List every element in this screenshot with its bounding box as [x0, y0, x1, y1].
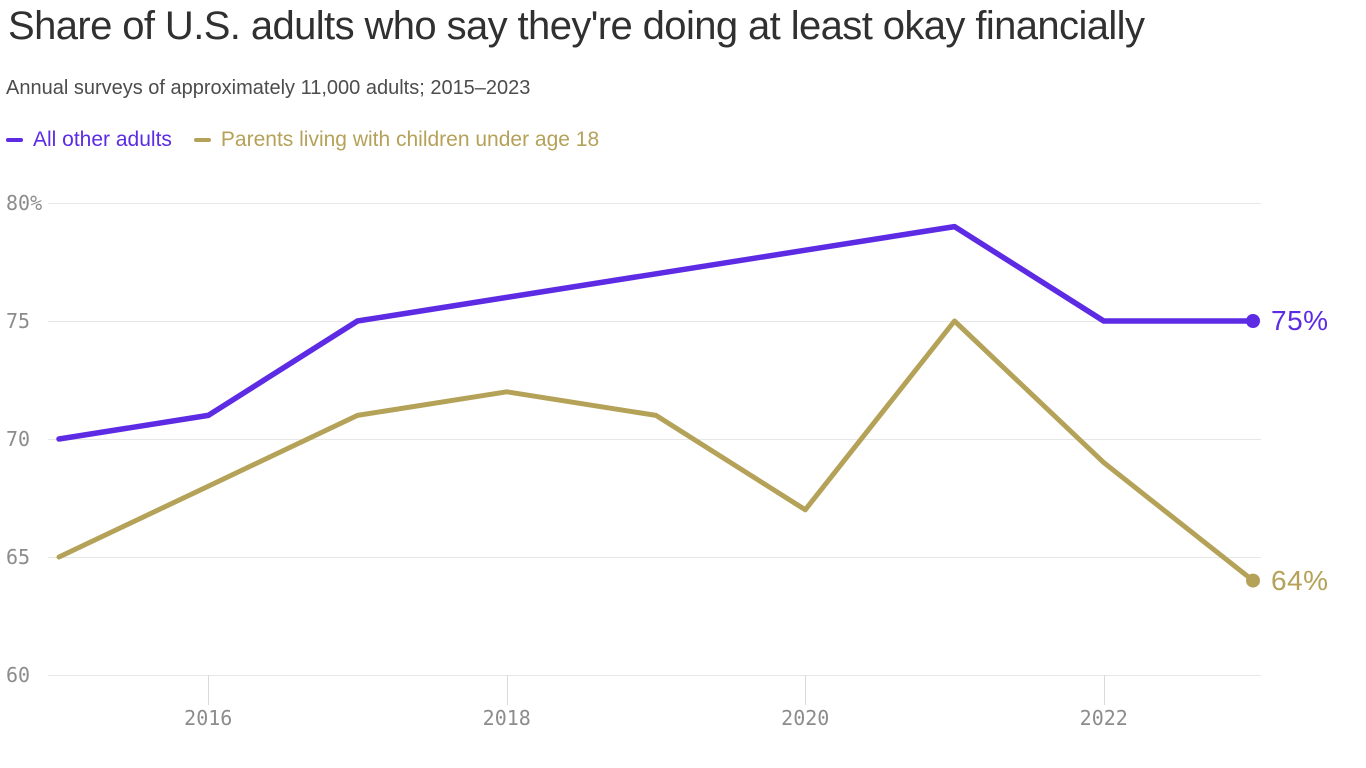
- x-axis-tick-2016: [208, 675, 210, 705]
- gridline-80: [48, 203, 1261, 204]
- x-axis-label-2020: 2020: [781, 706, 830, 730]
- legend: All other adults Parents living with chil…: [6, 128, 599, 152]
- line-series-1: [56, 318, 1256, 584]
- x-axis-label-2022: 2022: [1079, 706, 1128, 730]
- x-axis-label-2016: 2016: [184, 706, 233, 730]
- x-axis-label-2018: 2018: [482, 706, 531, 730]
- y-axis-label-80: 80%: [6, 191, 43, 215]
- x-axis-tick-2020: [805, 675, 807, 705]
- line-series-0: [56, 223, 1256, 442]
- chart-title: Share of U.S. adults who say they're doi…: [8, 4, 1145, 48]
- end-value-label-series-1: 64%: [1271, 564, 1329, 596]
- legend-item-series-1: Parents living with children under age 1…: [193, 128, 600, 152]
- x-axis-tick-2018: [506, 675, 508, 705]
- gridline-65: [48, 557, 1261, 558]
- legend-item-series-0: All other adults: [6, 128, 172, 152]
- end-dot-series-1: [1246, 573, 1260, 588]
- gridline-60: [48, 675, 1261, 676]
- y-axis-label-65: 65: [6, 545, 31, 569]
- legend-label: Parents living with children under age 1…: [220, 128, 600, 151]
- legend-swatch-icon: [6, 138, 23, 142]
- y-axis-label-60: 60: [6, 663, 31, 687]
- gridline-75: [48, 321, 1261, 322]
- chart-subtitle: Annual surveys of approximately 11,000 a…: [6, 77, 531, 99]
- x-axis-tick-2022: [1103, 675, 1105, 705]
- gridline-70: [48, 439, 1261, 440]
- end-value-label-series-0: 75%: [1271, 305, 1329, 336]
- legend-label: All other adults: [33, 128, 172, 151]
- legend-swatch-icon: [193, 138, 211, 142]
- y-axis-label-70: 70: [6, 427, 31, 451]
- y-axis-label-75: 75: [6, 309, 31, 333]
